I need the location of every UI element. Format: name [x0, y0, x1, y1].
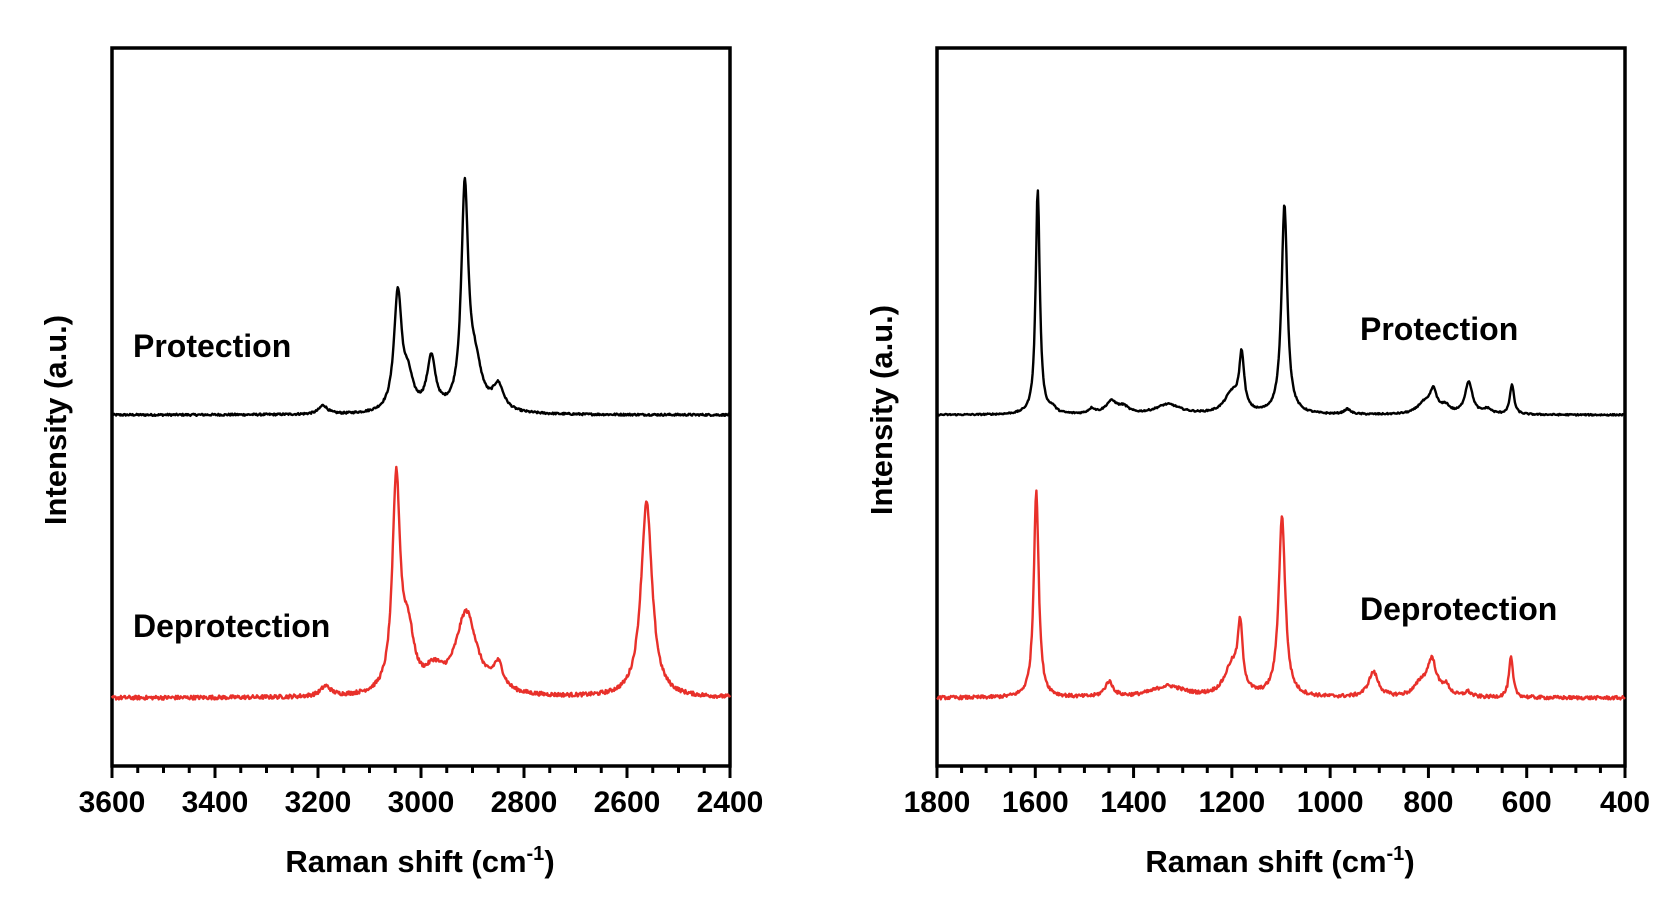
x-axis-title: Raman shift (cm-1) [285, 843, 554, 879]
series-protection-line [111, 176, 731, 417]
plot-frame [110, 46, 732, 768]
chart-panel-left: Protection Deprotection Intensity (a.u.)… [38, 46, 764, 879]
x-tick-label: 600 [1502, 786, 1552, 819]
series-deprotection-line [936, 489, 1626, 701]
x-tick-label: 2600 [594, 786, 661, 819]
plot-frame [935, 46, 1627, 768]
x-tick-label: 3400 [182, 786, 249, 819]
x-tick-label: 3600 [79, 786, 146, 819]
y-axis-title: Intensity (a.u.) [38, 315, 73, 525]
y-axis-title: Intensity (a.u.) [864, 305, 899, 515]
x-tick-label: 1600 [1002, 786, 1069, 819]
x-tick-label: 1200 [1198, 786, 1265, 819]
x-tick-label: 3000 [388, 786, 455, 819]
x-tick-label: 1000 [1297, 786, 1364, 819]
annotation-protection: Protection [133, 328, 291, 364]
x-tick-label: 1800 [904, 786, 971, 819]
x-tick-label: 2400 [697, 786, 764, 819]
x-tick-label: 1400 [1100, 786, 1167, 819]
annotation-protection: Protection [1360, 311, 1518, 347]
x-axis-title: Raman shift (cm-1) [1145, 843, 1414, 879]
x-tick-label: 2800 [491, 786, 558, 819]
annotation-deprotection: Deprotection [1360, 591, 1557, 627]
annotation-deprotection: Deprotection [133, 608, 330, 644]
x-tick-label: 3200 [285, 786, 352, 819]
x-tick-label: 800 [1403, 786, 1453, 819]
series-deprotection-line [110, 465, 732, 701]
x-tick-label: 400 [1600, 786, 1650, 819]
series-protection-line [936, 189, 1626, 417]
chart-panel-right: Protection Deprotection Intensity (a.u.)… [864, 46, 1650, 879]
